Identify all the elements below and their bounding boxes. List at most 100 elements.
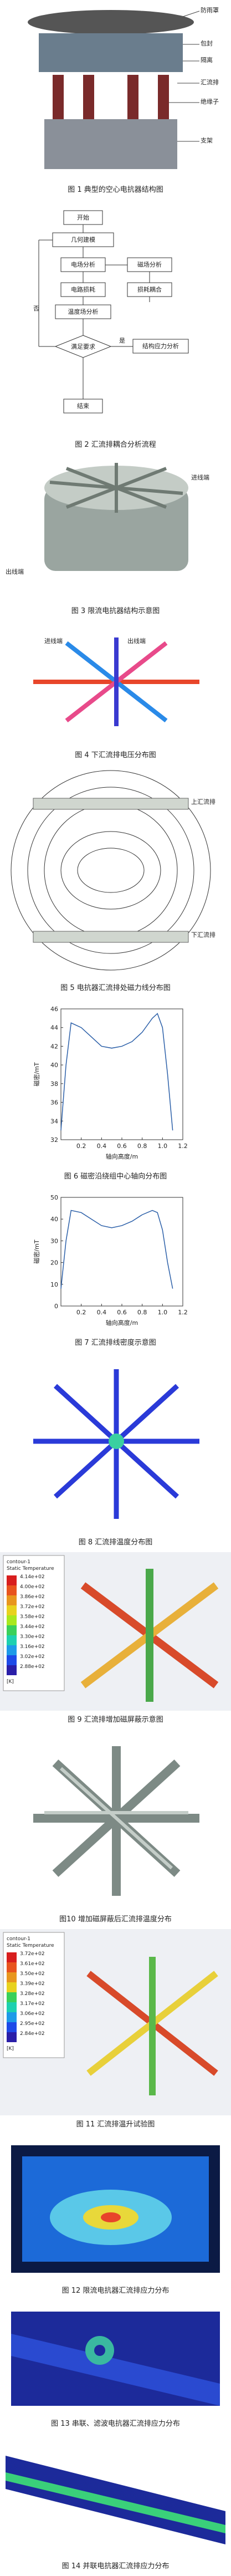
node xyxy=(127,282,172,297)
legend-label: 3.72e+02 xyxy=(20,1604,45,1610)
label: 上汇流排 xyxy=(191,798,215,805)
legend-label: 2.88e+02 xyxy=(20,1664,45,1670)
caption: 图 1 典型的空心电抗器结构图 xyxy=(68,186,163,194)
label: 包封 xyxy=(201,39,213,47)
legend-label: 3.44e+02 xyxy=(20,1624,45,1630)
figure: 开始 几何建模 电场分析 磁场分析 电路损耗 损耗耦合 温度场分析 满足要求 是… xyxy=(0,200,231,455)
node-label: 损耗耦合 xyxy=(137,285,162,293)
y-tick-label: 46 xyxy=(50,1006,58,1013)
x-tick-label: 0.4 xyxy=(97,1142,107,1150)
color-swatch xyxy=(7,2022,17,2032)
color-swatch xyxy=(7,1625,17,1635)
caption: 图 4 下汇流排电压分布图 xyxy=(75,751,156,759)
legend-label: 3.72e+02 xyxy=(20,1951,45,1957)
stress-plot xyxy=(11,2312,220,2406)
data-line xyxy=(60,1013,173,1131)
y-tick-label: 44 xyxy=(50,1024,58,1032)
branch-label: 是 xyxy=(119,337,125,344)
legend-label: 3.30e+02 xyxy=(20,1634,45,1640)
reactor-drawing: 防雨罩 包封 隔离 汇流排 绝缘子 支架 xyxy=(28,6,219,169)
color-swatch xyxy=(7,2012,17,2022)
color-swatch xyxy=(7,1575,17,1585)
branch-label: 否 xyxy=(33,305,39,312)
x-tick-label: 0.8 xyxy=(137,1309,147,1316)
x-tick-label: 0.6 xyxy=(117,1309,127,1316)
figure: contour-1 Static Temperature 3.72e+02 3.61e… xyxy=(0,1929,231,2134)
x-tick-label: 0.6 xyxy=(117,1142,127,1150)
legend-label: 2.84e+02 xyxy=(20,2031,45,2037)
node xyxy=(60,257,106,272)
color-swatch xyxy=(7,1645,17,1655)
node-label: 磁场分析 xyxy=(137,261,162,268)
x-tick-label: 0.4 xyxy=(97,1309,107,1316)
y-axis-label: 磁密/mT xyxy=(33,1239,40,1263)
node-label: 几何建模 xyxy=(71,236,95,243)
caption: 图 6 磁密沿绕组中心轴向分布图 xyxy=(64,1172,167,1181)
color-swatch xyxy=(7,2032,17,2042)
y-tick-label: 20 xyxy=(50,1259,58,1267)
legend-subtitle: Static Temperature xyxy=(7,1566,54,1572)
caption: 图 13 串联、滤波电抗器汇流排应力分布 xyxy=(51,2420,180,2428)
label: 支架 xyxy=(201,137,213,144)
figure: 图 13 串联、滤波电抗器汇流排应力分布 xyxy=(0,2300,231,2434)
legend-unit: [K] xyxy=(7,1679,14,1685)
chart: 0 10 20 30 40 50 0.2 0.4 0.6 0.8 1.0 1.2 轴向高度/m 磁密/mT xyxy=(33,1194,188,1327)
figure: 进线端 出线端 图 4 下汇流排电压分布图 xyxy=(0,621,231,765)
y-tick-label: 30 xyxy=(50,1237,58,1244)
model-drawing: 进线端 出线端 xyxy=(6,463,209,575)
legend-title: contour-1 xyxy=(7,1936,30,1942)
y-tick-label: 40 xyxy=(50,1216,58,1223)
color-swatch xyxy=(7,1615,17,1625)
x-axis-label: 轴向高度/m xyxy=(106,1319,138,1327)
figure: 图 8 汇流排温度分布图 xyxy=(0,1353,231,1552)
x-tick-label: 1.2 xyxy=(178,1142,188,1150)
decision xyxy=(54,335,112,358)
node xyxy=(127,257,172,272)
figure: 图 12 限流电抗器汇流排应力分布 xyxy=(0,2134,231,2300)
color-swatch xyxy=(7,1655,17,1665)
flux-plot: 上汇流排 下汇流排 xyxy=(11,770,215,971)
legend-label: 2.95e+02 xyxy=(20,2021,45,2027)
node-label: 开始 xyxy=(77,213,89,221)
legend-label: 3.28e+02 xyxy=(20,1991,45,1997)
node xyxy=(63,399,103,414)
y-tick-label: 36 xyxy=(50,1099,58,1106)
caption: 图 14 并联电抗器汇流排应力分布 xyxy=(61,2562,170,2570)
chart: 32 34 36 38 40 42 44 46 0.2 0.4 0.6 0.8 1.0 1.2 轴向高度/m… xyxy=(33,1006,188,1160)
label: 汇流排 xyxy=(201,78,219,86)
voltage-plot: 进线端 出线端 xyxy=(33,637,199,726)
color-swatch xyxy=(7,1605,17,1615)
caption: 图 9 汇流排增加磁屏蔽示意图 xyxy=(68,1716,163,1724)
temperature-plot xyxy=(0,1353,231,1533)
legend-label: 3.58e+02 xyxy=(20,1614,45,1620)
color-swatch xyxy=(7,1665,17,1675)
y-tick-label: 38 xyxy=(50,1080,58,1088)
figure: 图 14 并联电抗器汇流排应力分布 xyxy=(0,2434,231,2576)
caption: 图 5 电抗器汇流排处磁力线分布图 xyxy=(60,984,171,992)
caption: 图10 增加磁屏蔽后汇流排温度分布 xyxy=(59,1915,172,1924)
legend-label: 3.86e+02 xyxy=(20,1594,45,1600)
node xyxy=(132,339,189,354)
figure: 防雨罩 包封 隔离 汇流排 绝缘子 支架 图 1 典型的空心电抗器结构图 xyxy=(0,0,231,200)
y-tick-label: 34 xyxy=(50,1118,58,1125)
data-line xyxy=(60,1210,173,1289)
x-tick-label: 1.2 xyxy=(178,1309,188,1316)
node-label: 结构应力分析 xyxy=(142,342,179,350)
color-swatch xyxy=(7,1585,17,1595)
legend-label: 3.39e+02 xyxy=(20,1981,45,1987)
color-swatch xyxy=(7,1635,17,1645)
node-label: 电路损耗 xyxy=(71,285,95,293)
caption: 图 8 汇流排温度分布图 xyxy=(78,1538,153,1547)
figure: 0 10 20 30 40 50 0.2 0.4 0.6 0.8 1.0 1.2 轴向高度/m 磁密/mT… xyxy=(0,1186,231,1353)
node-label: 结束 xyxy=(77,402,89,410)
legend-label: 3.06e+02 xyxy=(20,2011,45,2017)
y-tick-label: 32 xyxy=(50,1136,58,1144)
shield-model xyxy=(33,1746,199,1896)
stress-plot xyxy=(6,2456,225,2544)
node-label: 满足要求 xyxy=(71,343,95,350)
y-tick-label: 40 xyxy=(50,1062,58,1069)
node xyxy=(63,210,103,225)
label: 防雨罩 xyxy=(201,6,219,14)
